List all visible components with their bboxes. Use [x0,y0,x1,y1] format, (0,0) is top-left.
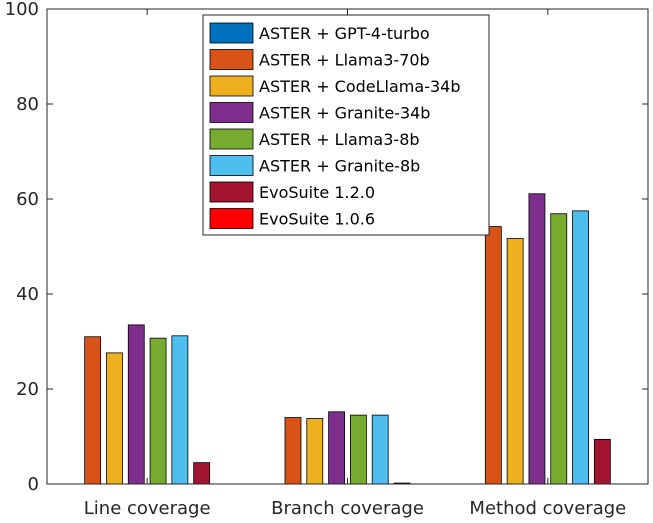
bar [593,438,611,485]
y-tick-label: 80 [16,94,39,115]
legend-label: EvoSuite 1.0.6 [259,210,375,229]
legend-label: ASTER + Llama3-8b [259,130,420,149]
x-tick-label: Method coverage [469,498,626,519]
y-tick-label: 20 [16,379,39,400]
legend-swatch [209,75,254,97]
x-tick-label: Branch coverage [271,498,424,519]
bar-group [84,193,611,485]
legend-swatch [209,22,254,44]
legend-label: ASTER + Granite-34b [259,104,430,123]
bar [349,414,367,485]
legend-label: ASTER + GPT-4-turbo [259,24,430,43]
y-tick-label: 60 [16,189,39,210]
bar [484,226,502,485]
x-tick-label: Line coverage [84,498,211,519]
y-tick-label: 100 [5,0,39,20]
bar [284,417,302,485]
bar [306,418,324,485]
bar [328,411,346,485]
legend-label: ASTER + Granite-8b [259,157,420,176]
bar [84,336,102,485]
legend-swatch [209,49,254,70]
y-tick-label: 40 [16,284,39,305]
legend: ASTER + GPT-4-turbo ASTER + Llama3-70b AST… [202,14,490,236]
bar [149,337,167,485]
bar [171,335,189,485]
legend-swatch [209,155,254,176]
bar [127,324,145,485]
axes: 0 20 40 60 80 100 Line coverage Branch coverage… [5,0,649,519]
bar [193,462,211,485]
legend-swatch [209,102,254,123]
bar [106,352,123,485]
bar [550,213,568,485]
bar [371,414,389,485]
y-tick-label: 0 [28,474,39,495]
bar [528,193,546,485]
bar [572,210,589,485]
legend-swatch [209,208,254,229]
legend-swatch [209,128,254,150]
legend-label: ASTER + CodeLlama-34b [259,77,460,96]
legend-swatch [209,181,254,203]
bar [506,238,524,485]
legend-label: EvoSuite 1.2.0 [259,183,375,202]
legend-label: ASTER + Llama3-70b [259,51,430,70]
